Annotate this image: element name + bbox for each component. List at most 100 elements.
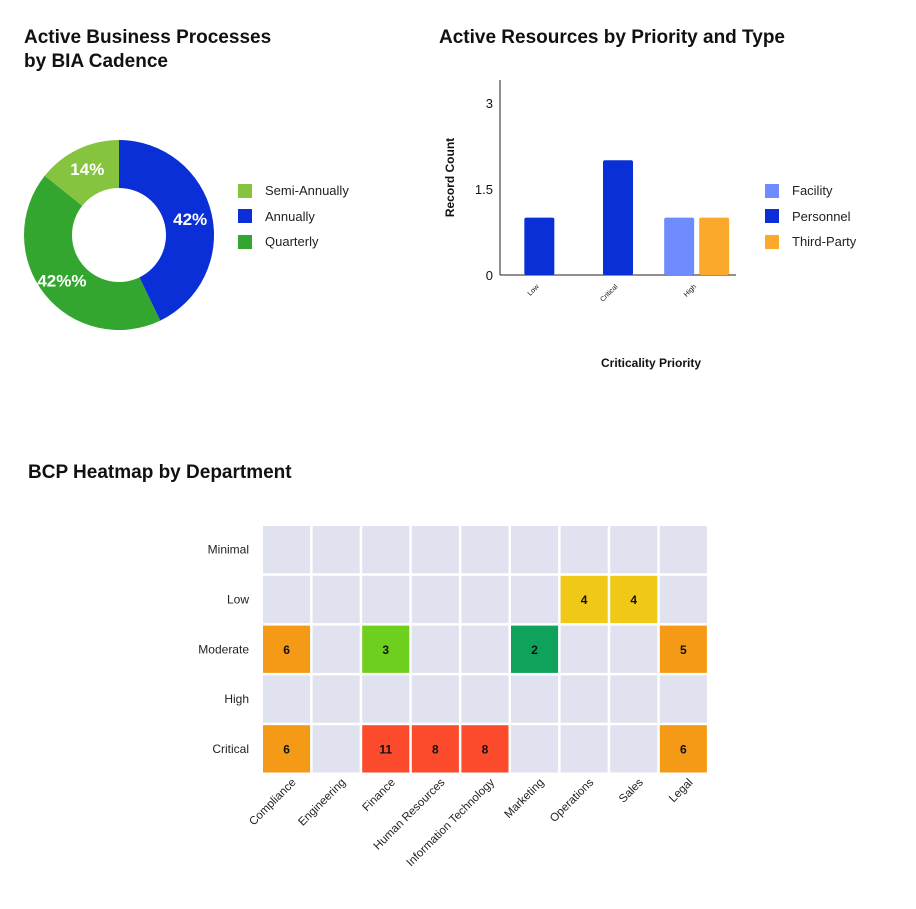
- donut-title-line-1: Active Business Processes: [24, 27, 272, 48]
- heatmap-col-label-information-technology: Information Technology: [405, 776, 498, 869]
- heatmap-cell-high-finance[interactable]: [362, 675, 410, 723]
- heatmap-cell-minimal-sales[interactable]: [610, 526, 658, 574]
- donut-legend-label: Annually: [265, 208, 315, 224]
- heatmap-cell-high-legal[interactable]: [659, 675, 707, 723]
- y-axis-title: Record Count: [443, 138, 457, 217]
- heatmap-cell-minimal-operations[interactable]: [560, 526, 608, 574]
- heatmap-title: BCP Heatmap by Department: [28, 462, 292, 483]
- heatmap-cell-minimal-legal[interactable]: [659, 526, 707, 574]
- donut-legend: Semi-Annually Annually Quarterly: [238, 178, 349, 255]
- heatmap-cell-low-finance[interactable]: [362, 575, 410, 624]
- bar-legend-swatch: [765, 209, 779, 224]
- heatmap-cell-critical-legal[interactable]: [659, 725, 707, 773]
- donut-legend-item-semi-annually[interactable]: Semi-Annually: [238, 178, 349, 204]
- heatmap-cell-critical-engineering[interactable]: [312, 725, 360, 773]
- heatmap-cell-moderate-marketing[interactable]: [511, 625, 559, 673]
- heatmap-cell-low-information-technology[interactable]: [461, 575, 509, 624]
- heatmap-cell-critical-human-resources[interactable]: [411, 725, 459, 773]
- heatmap-cell-low-operations[interactable]: [560, 575, 608, 624]
- bar-legend-item-facility[interactable]: Facility: [765, 178, 856, 204]
- x-tick-label-high: High: [683, 283, 698, 298]
- heatmap-cell-low-engineering[interactable]: [312, 575, 360, 624]
- heatmap-cell-high-marketing[interactable]: [511, 675, 559, 723]
- heatmap-col-label-sales: Sales: [617, 776, 646, 805]
- heatmap-cell-moderate-engineering[interactable]: [312, 625, 360, 673]
- heatmap-cell-low-marketing[interactable]: [511, 575, 559, 624]
- donut-legend-swatch: [238, 183, 252, 198]
- bar-legend: Facility Personnel Third-Party: [765, 178, 856, 255]
- heatmap-cell-high-information-technology[interactable]: [461, 675, 509, 723]
- heatmap-cell-value: 4: [581, 593, 588, 607]
- heatmap-cell-high-engineering[interactable]: [312, 675, 360, 723]
- donut-title-line-2: by BIA Cadence: [24, 51, 168, 72]
- bar-high-third-party[interactable]: [699, 217, 730, 275]
- bar-high-facility[interactable]: [664, 217, 695, 275]
- heatmap-cell-minimal-marketing[interactable]: [511, 526, 559, 574]
- x-tick-label-critical: Critical: [599, 283, 619, 303]
- heatmap-col-label-finance: Finance: [360, 777, 397, 814]
- donut-chart: 42% 42%% 14%: [24, 140, 214, 330]
- heatmap-cell-value: 6: [283, 643, 290, 657]
- heatmap-col-label-engineering: Engineering: [296, 777, 348, 829]
- heatmap-cell-critical-operations[interactable]: [560, 725, 608, 773]
- bar-legend-item-third-party[interactable]: Third-Party: [765, 229, 856, 255]
- heatmap-cell-critical-sales[interactable]: [610, 725, 658, 773]
- heatmap-cell-moderate-information-technology[interactable]: [461, 625, 509, 673]
- heatmap-cell-minimal-information-technology[interactable]: [461, 526, 509, 574]
- heatmap-row-label-critical: Critical: [212, 742, 249, 756]
- heatmap-cell-moderate-legal[interactable]: [659, 625, 707, 673]
- heatmap-cell-high-operations[interactable]: [560, 675, 608, 723]
- heatmap-cell-moderate-human-resources[interactable]: [411, 625, 459, 673]
- heatmap-row-label-low: Low: [227, 592, 249, 606]
- bar-legend-label: Personnel: [792, 208, 851, 224]
- heatmap-cell-minimal-human-resources[interactable]: [411, 526, 459, 574]
- heatmap-cell-low-legal[interactable]: [659, 575, 707, 624]
- heatmap-cell-high-sales[interactable]: [610, 675, 658, 723]
- heatmap-cell-moderate-operations[interactable]: [560, 625, 608, 673]
- heatmap-cell-value: 11: [379, 742, 392, 756]
- heatmap-row-label-minimal: Minimal: [208, 543, 249, 557]
- heatmap-col-label-compliance: Compliance: [247, 777, 298, 828]
- donut-legend-item-annually[interactable]: Annually: [238, 204, 349, 230]
- heatmap-cell-minimal-compliance[interactable]: [263, 526, 311, 574]
- bar-legend-label: Third-Party: [792, 234, 857, 250]
- heatmap-cell-high-compliance[interactable]: [263, 675, 311, 723]
- donut-slice-annually[interactable]: [119, 140, 214, 321]
- heatmap-cell-low-compliance[interactable]: [263, 575, 311, 624]
- heatmap-cell-critical-marketing[interactable]: [511, 725, 559, 773]
- heatmap-cell-minimal-engineering[interactable]: [312, 526, 360, 574]
- y-tick-label: 1.5: [475, 182, 493, 197]
- bar-legend-label: Facility: [792, 183, 833, 199]
- heatmap-col-label-operations: Operations: [548, 776, 596, 824]
- heatmap-row-label-high: High: [224, 692, 249, 706]
- bar-low-personnel[interactable]: [524, 217, 555, 275]
- donut-legend-swatch: [238, 209, 252, 224]
- heatmap-cell-value: 3: [382, 643, 389, 657]
- heatmap-cell-low-human-resources[interactable]: [411, 575, 459, 624]
- bar-legend-item-personnel[interactable]: Personnel: [765, 204, 856, 230]
- bar-legend-swatch: [765, 183, 779, 198]
- heatmap: Minimal Low 4 4 Moderate 6 3 2 5 High Critical 6 11 8…: [198, 526, 707, 869]
- heatmap-cell-value: 5: [680, 643, 687, 657]
- y-tick-label: 0: [486, 268, 493, 283]
- heatmap-cell-moderate-finance[interactable]: [362, 625, 410, 673]
- donut-chart-title: Active Business Processes by BIA Cadence: [24, 26, 271, 74]
- heatmap-cell-critical-compliance[interactable]: [263, 725, 311, 773]
- donut-slice-label-quarterly: 42%%: [37, 272, 86, 291]
- heatmap-cell-high-human-resources[interactable]: [411, 675, 459, 723]
- x-axis-title: Criticality Priority: [601, 356, 701, 370]
- x-tick-label-low: Low: [527, 283, 542, 298]
- donut-legend-swatch: [238, 234, 252, 249]
- donut-legend-item-quarterly[interactable]: Quarterly: [238, 229, 349, 255]
- donut-slice-quarterly[interactable]: [24, 175, 161, 330]
- bar-critical-personnel[interactable]: [603, 160, 633, 275]
- donut-legend-label: Quarterly: [265, 234, 319, 250]
- heatmap-col-label-marketing: Marketing: [502, 777, 546, 821]
- heatmap-cell-minimal-finance[interactable]: [362, 526, 410, 574]
- heatmap-cell-critical-finance[interactable]: [362, 725, 410, 773]
- donut-slice-semi-annually[interactable]: [44, 140, 119, 206]
- heatmap-cell-critical-information-technology[interactable]: [461, 725, 509, 773]
- heatmap-cell-moderate-sales[interactable]: [610, 625, 658, 673]
- heatmap-cell-moderate-compliance[interactable]: [263, 625, 311, 673]
- heatmap-cell-low-sales[interactable]: [610, 575, 658, 624]
